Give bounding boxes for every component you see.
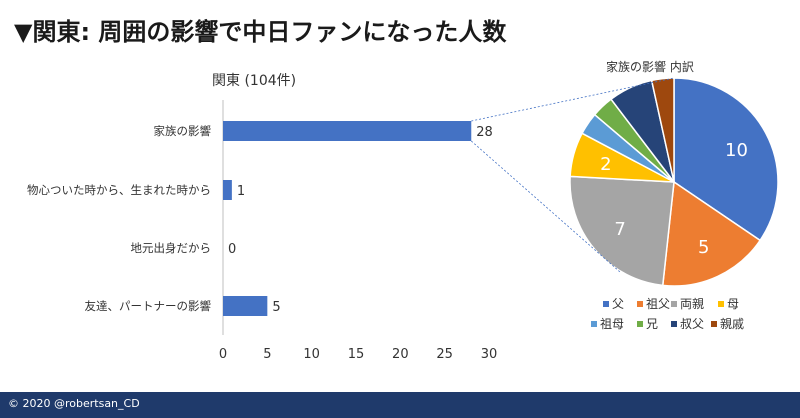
legend-swatch	[671, 321, 677, 327]
chart-canvas: 家族の影響 28 物心ついた時から、生まれた時から 1 地元出身だから 0 友達、パートナー…	[27, 77, 779, 362]
x-tick-label: 10	[303, 347, 320, 362]
x-tick-label: 20	[392, 347, 409, 362]
bar	[223, 180, 232, 200]
slide-title: ▼関東: 周囲の影響で中日ファンになった人数	[14, 18, 507, 46]
connector-line	[471, 77, 675, 122]
x-tick-label: 0	[219, 347, 227, 362]
pie-slice-label: 7	[614, 219, 625, 240]
pie-slice	[673, 77, 779, 242]
copyright-text: © 2020 @robertsan_CD	[8, 397, 140, 410]
legend-label: 祖父	[646, 296, 670, 311]
pie-slice-label: 10	[725, 140, 748, 161]
x-tick-label: 30	[481, 347, 498, 362]
category-label: 友達、パートナーの影響	[85, 299, 212, 313]
pie-slice	[650, 77, 675, 183]
bar-chart-title: 関東 (104件)	[212, 73, 297, 89]
connector-line	[471, 140, 621, 273]
legend-label: 親戚	[720, 317, 744, 331]
legend-label: 母	[727, 297, 739, 311]
footer-bar: © 2020 @robertsan_CD	[0, 392, 800, 418]
bar	[223, 296, 268, 316]
category-label: 地元出身だから	[131, 241, 212, 255]
bar	[223, 121, 472, 141]
bar-value-label: 5	[272, 300, 280, 315]
legend-label: 祖母	[600, 316, 624, 331]
legend-swatch	[637, 321, 643, 327]
legend-label: 兄	[646, 317, 658, 331]
bar-value-label: 1	[237, 184, 245, 199]
legend-swatch	[603, 301, 609, 307]
legend-label: 両親	[680, 297, 704, 311]
x-tick-label: 25	[436, 347, 453, 362]
x-tick-label: 15	[348, 347, 365, 362]
pie-slice	[661, 180, 762, 287]
bar-value-label: 0	[228, 242, 236, 257]
category-label: 物心ついた時から、生まれた時から	[27, 183, 211, 197]
legend-swatch	[711, 321, 717, 327]
legend-label: 叔父	[680, 317, 704, 331]
legend-swatch	[718, 301, 724, 307]
legend-swatch	[591, 321, 597, 327]
pie-chart-title: 家族の影響 内訳	[606, 60, 694, 74]
pie-slice-label: 5	[698, 237, 709, 258]
legend-swatch	[671, 301, 677, 307]
x-tick-label: 5	[263, 347, 271, 362]
legend-label: 父	[612, 297, 624, 311]
bar-value-label: 28	[476, 125, 493, 140]
pie-slice-label: 2	[600, 154, 611, 175]
category-label: 家族の影響	[154, 124, 212, 138]
legend-swatch	[637, 301, 643, 307]
